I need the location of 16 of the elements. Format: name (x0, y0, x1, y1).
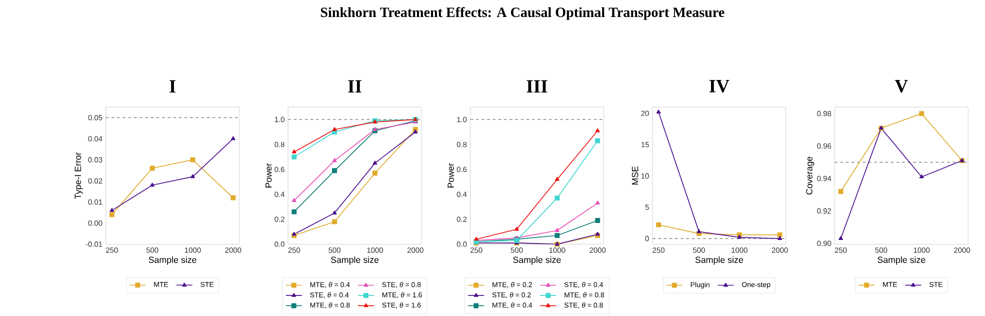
x-axis-title: Sample size (148, 256, 196, 265)
x-axis-title: Sample size (695, 256, 743, 265)
x-axis-title: Sample size (878, 256, 926, 265)
chart-title: III (526, 80, 548, 93)
chart-title: V (894, 80, 908, 93)
text: Sinkhorn Treatment Effects: A Causal Optimal Transport Measure (320, 7, 724, 20)
y-axis-title: Power (265, 163, 272, 188)
y-axis-title: Power (448, 163, 454, 188)
chart-title: I (170, 80, 176, 93)
y-axis-title: Type-I Error (74, 152, 83, 200)
chart-title: II (348, 80, 362, 93)
x-axis-title: Sample size (330, 256, 379, 265)
chart-title: IV (709, 80, 730, 93)
x-axis-title: Sample size (513, 256, 561, 265)
y-axis-title: MSE (632, 166, 638, 185)
y-axis-title: Coverage (806, 156, 814, 195)
